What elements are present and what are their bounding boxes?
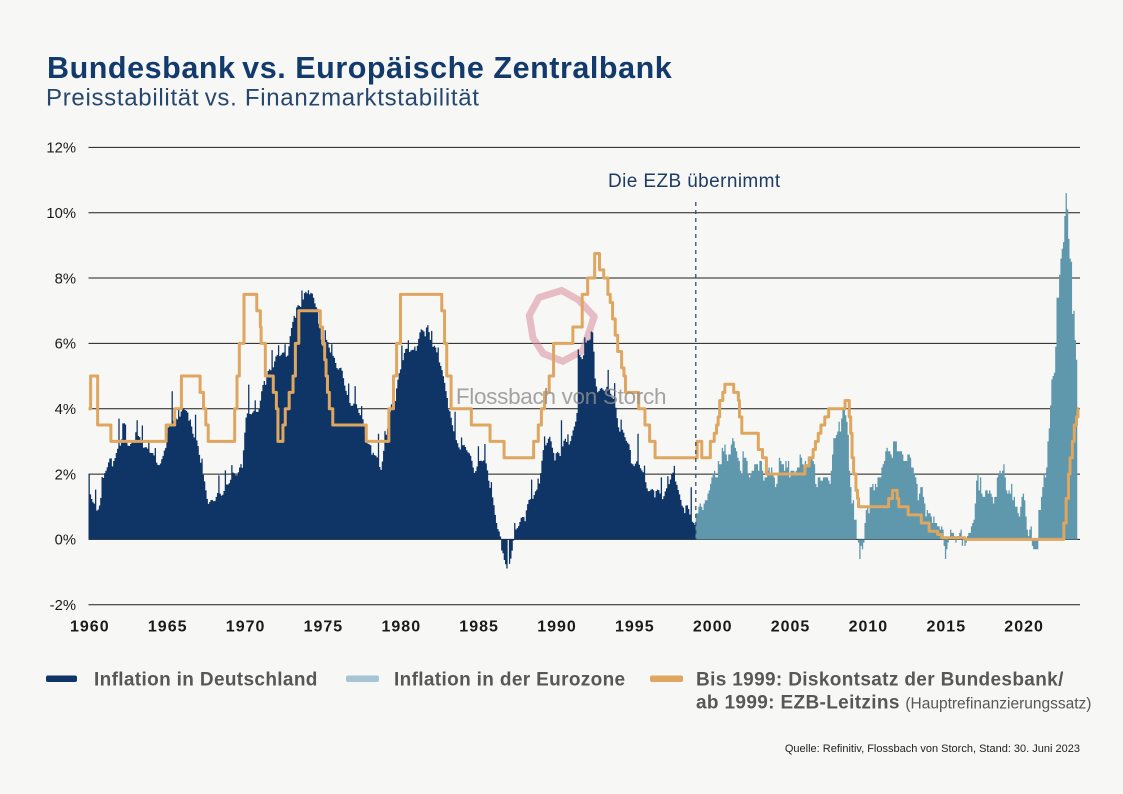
- svg-text:10%: 10%: [46, 206, 76, 222]
- svg-text:2020: 2020: [1004, 619, 1044, 636]
- svg-text:1960: 1960: [70, 619, 110, 636]
- svg-text:Die EZB übernimmt: Die EZB übernimmt: [608, 171, 781, 192]
- svg-text:1975: 1975: [304, 619, 344, 636]
- svg-text:1985: 1985: [459, 619, 499, 636]
- svg-text:Quelle: Refinitiv, Flossbach v: Quelle: Refinitiv, Flossbach von Storch,…: [785, 743, 1080, 755]
- svg-text:1980: 1980: [382, 619, 422, 636]
- svg-text:-2%: -2%: [50, 598, 76, 614]
- svg-text:Bis 1999: Diskontsatz der Bund: Bis 1999: Diskontsatz der Bundesbank/: [696, 670, 1064, 691]
- svg-text:2010: 2010: [849, 619, 889, 636]
- svg-text:1990: 1990: [537, 619, 577, 636]
- svg-text:Bundesbank vs. Europäische Zen: Bundesbank vs. Europäische Zentralbank: [47, 51, 672, 85]
- svg-text:ab 1999: EZB-Leitzins (Hauptre: ab 1999: EZB-Leitzins (Hauptrefinanzieru…: [696, 693, 1091, 714]
- svg-text:1995: 1995: [615, 619, 655, 636]
- svg-text:1965: 1965: [148, 619, 188, 636]
- svg-text:Flossbach von Storch: Flossbach von Storch: [456, 384, 666, 409]
- svg-text:Inflation in Deutschland: Inflation in Deutschland: [94, 670, 318, 691]
- svg-text:2%: 2%: [55, 467, 76, 483]
- svg-text:2005: 2005: [771, 619, 811, 636]
- svg-text:8%: 8%: [55, 271, 76, 287]
- svg-text:0%: 0%: [55, 533, 76, 549]
- svg-text:6%: 6%: [55, 337, 76, 353]
- svg-text:2015: 2015: [927, 619, 967, 636]
- svg-text:2000: 2000: [693, 619, 733, 636]
- svg-text:Preisstabilität vs. Finanzmark: Preisstabilität vs. Finanzmarktstabilitä…: [46, 85, 480, 112]
- svg-text:4%: 4%: [55, 402, 76, 418]
- svg-text:12%: 12%: [46, 141, 76, 157]
- svg-text:Inflation in der Eurozone: Inflation in der Eurozone: [394, 670, 625, 691]
- svg-text:1970: 1970: [226, 619, 266, 636]
